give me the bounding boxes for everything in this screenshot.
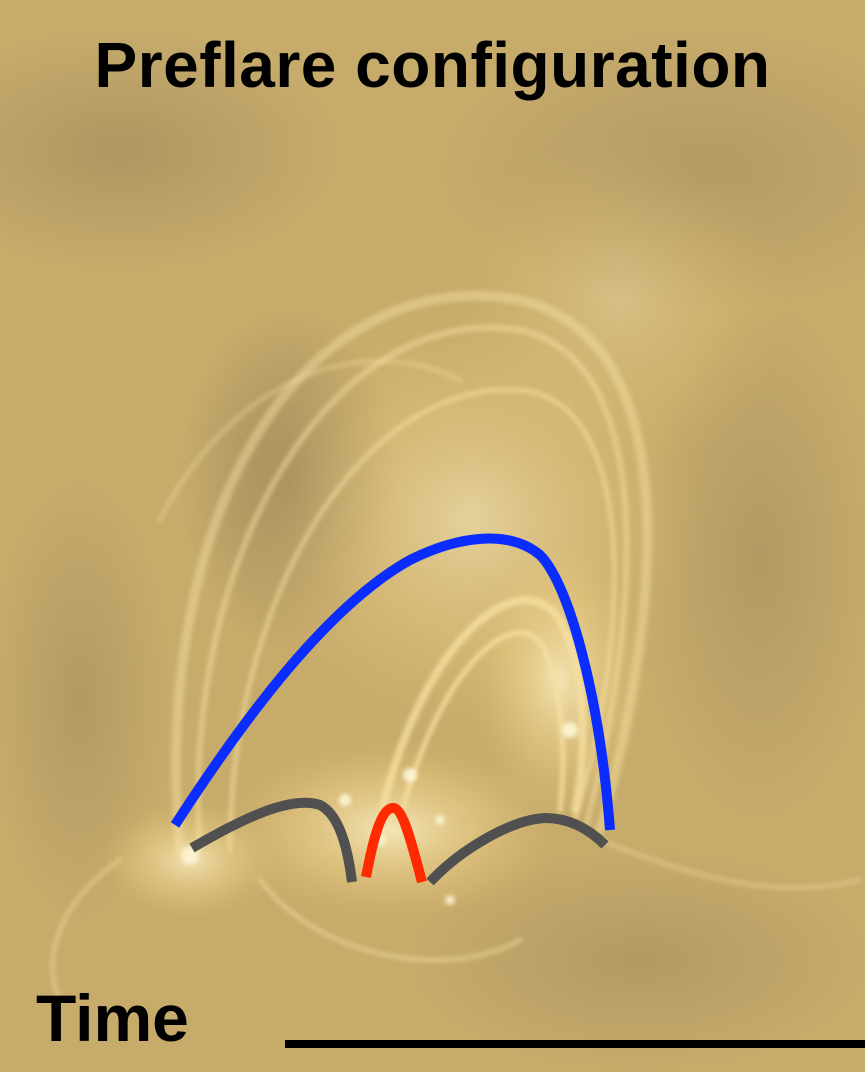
central-loop-red bbox=[361, 803, 427, 884]
corona-texture bbox=[0, 30, 865, 1070]
side-loop-left-gray bbox=[189, 797, 357, 883]
figure-title: Preflare configuration bbox=[94, 29, 771, 101]
time-label: Time bbox=[36, 981, 189, 1055]
side-loop-right-gray bbox=[426, 812, 609, 886]
coronal-loop-strands bbox=[50, 290, 863, 1003]
overlying-loop-blue bbox=[170, 533, 615, 831]
